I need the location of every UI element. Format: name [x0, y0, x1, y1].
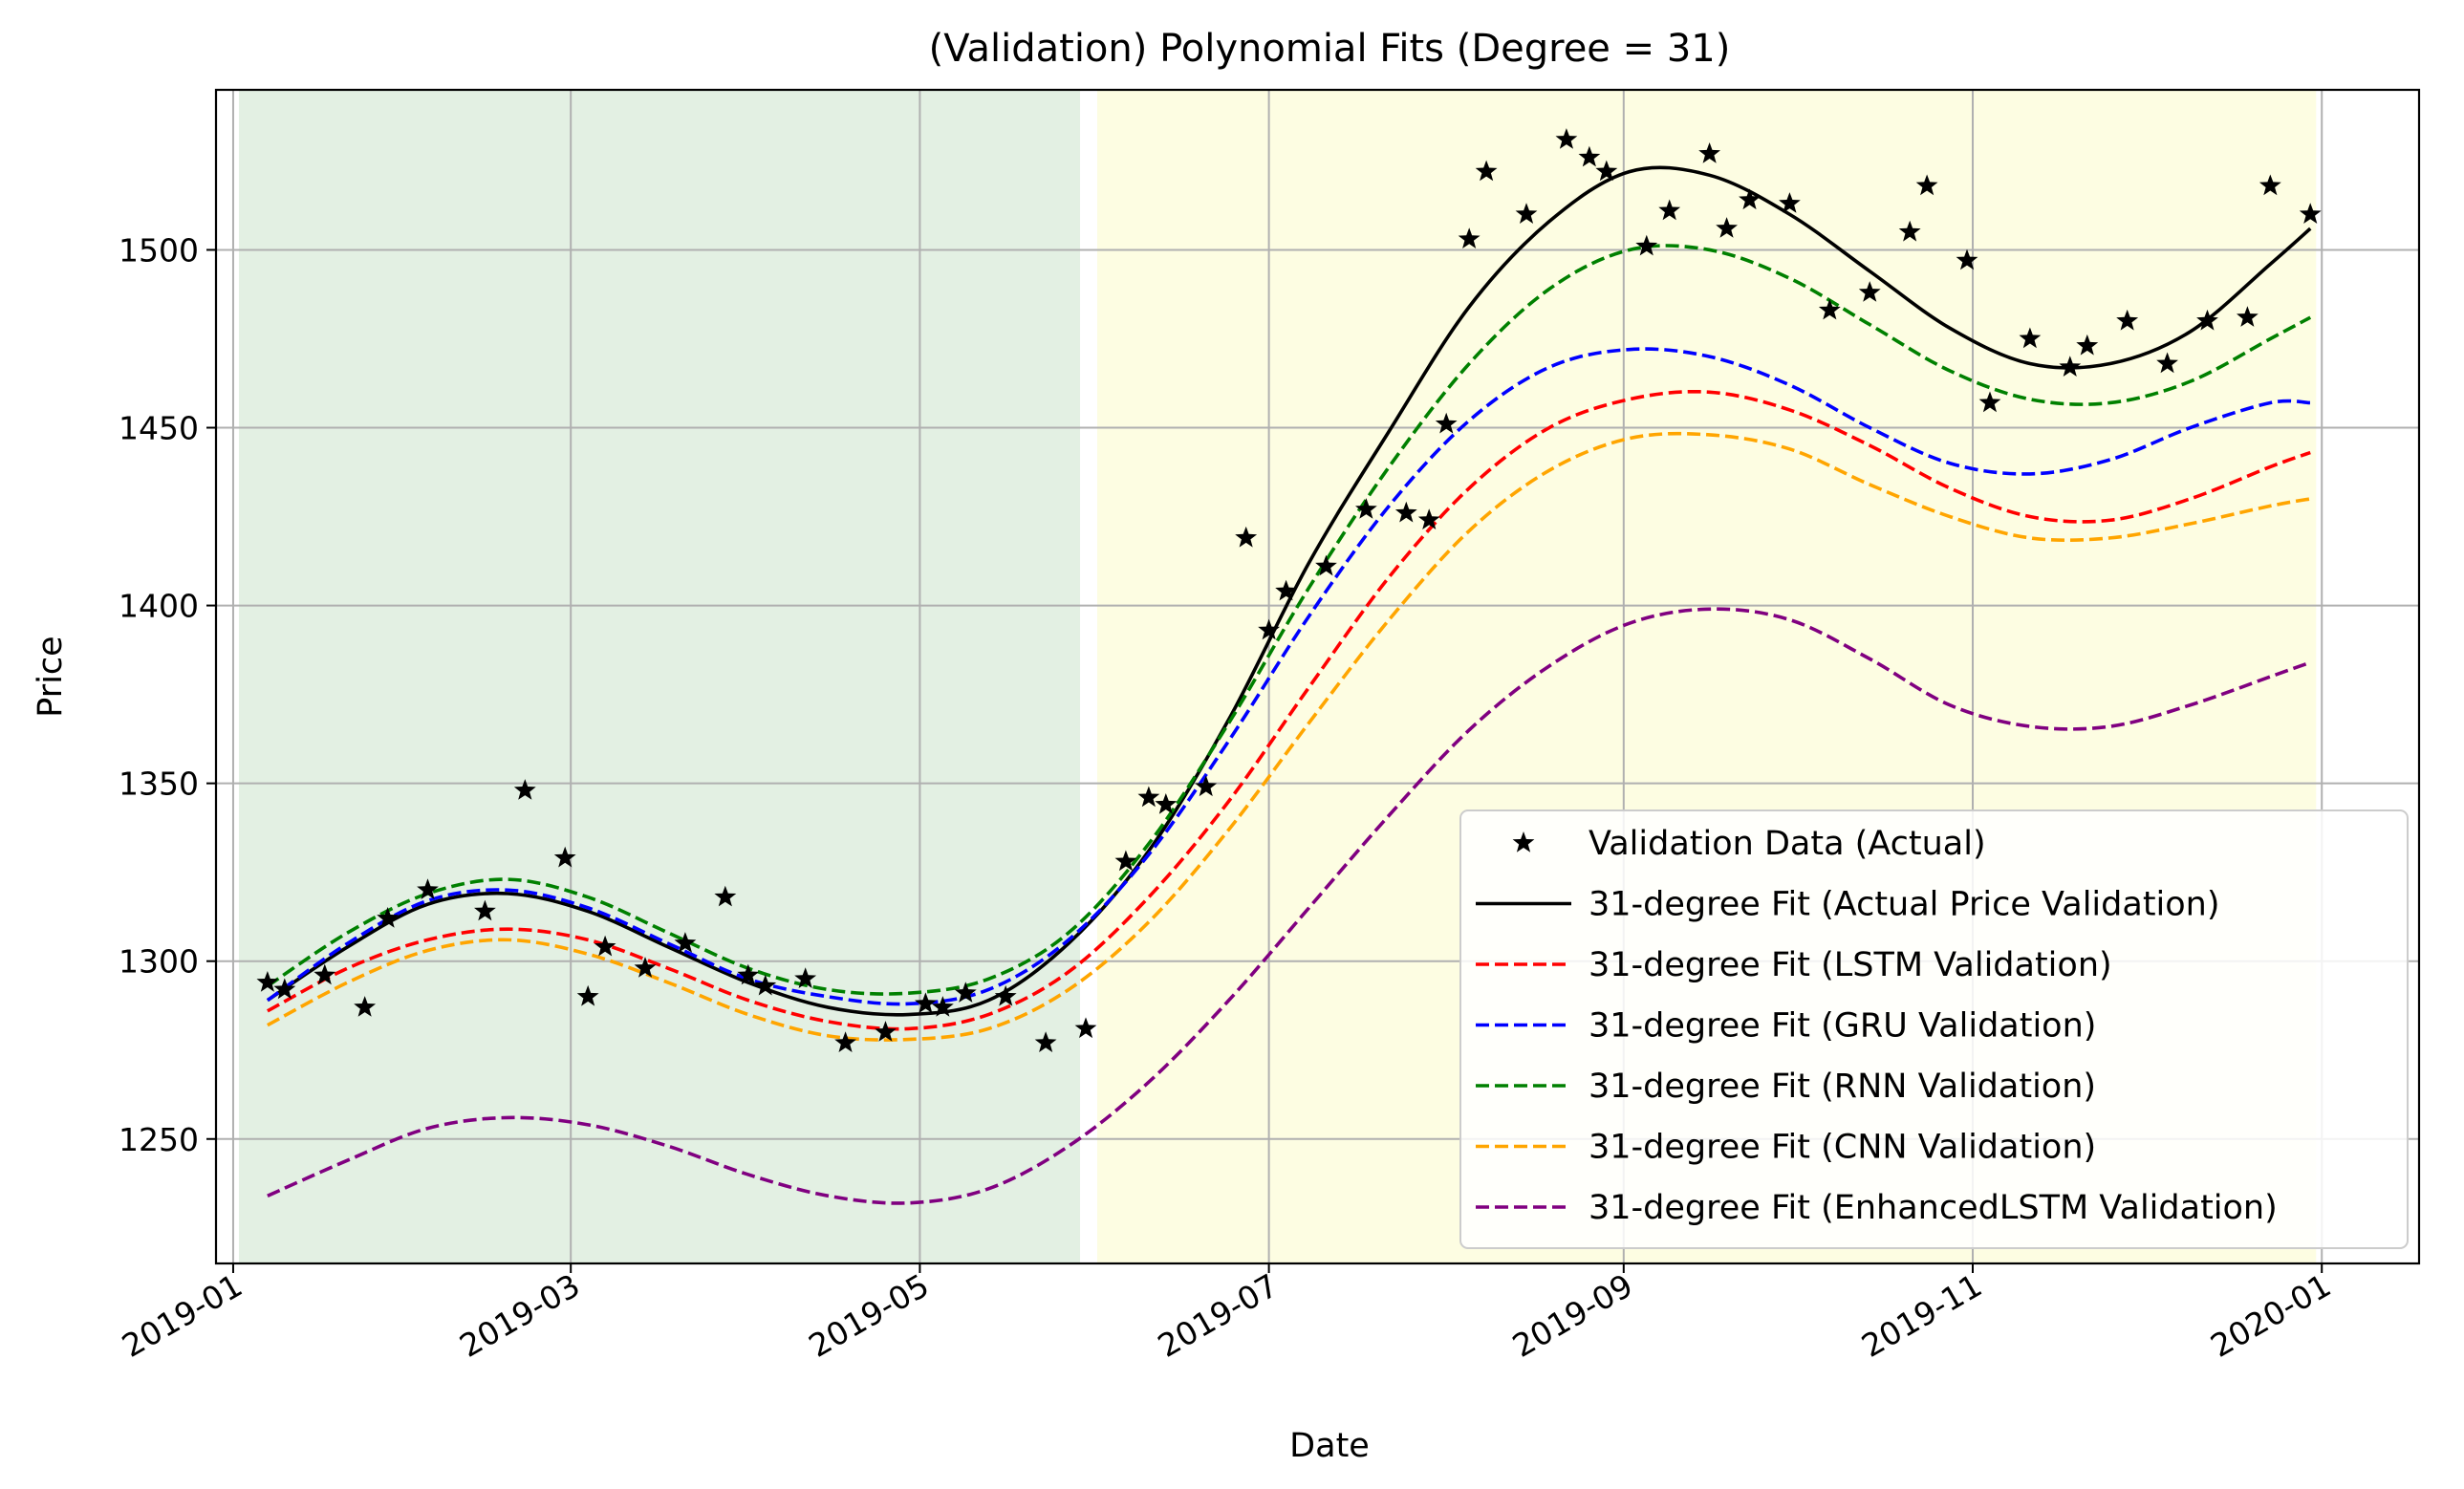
- scatter-point: [256, 971, 279, 992]
- scatter-point: [2019, 327, 2042, 349]
- scatter-point: [377, 907, 399, 928]
- y-tick-label: 1400: [119, 588, 199, 625]
- scatter-point: [1555, 128, 1578, 149]
- scatter-point: [1235, 526, 1258, 548]
- y-axis-ticks: 1250 1300 1350 1400 1450 1500: [119, 231, 216, 1158]
- scatter-point: [474, 899, 496, 921]
- legend-entry-label: Validation Data (Actual): [1589, 825, 1986, 863]
- scatter-point: [2237, 306, 2259, 327]
- scatter-point: [754, 974, 777, 996]
- legend-marker-scatter: [1512, 831, 1535, 852]
- scatter-point: [553, 846, 576, 868]
- scatter-point: [1074, 1017, 1097, 1039]
- series-line-3: [266, 244, 2312, 996]
- scatter-point: [834, 1031, 856, 1052]
- legend: Validation Data (Actual) 31-degree Fit (A…: [1459, 809, 2409, 1249]
- y-tick-label: 1250: [119, 1121, 199, 1158]
- scatter-point: [714, 885, 737, 907]
- scatter-point: [994, 984, 1017, 1006]
- scatter-point: [2196, 309, 2218, 331]
- scatter-point: [1034, 1031, 1057, 1052]
- legend-entry-label: 31-degree Fit (EnhancedLSTM Validation): [1589, 1189, 2278, 1227]
- scatter-point: [417, 878, 439, 899]
- scatter-point: [1595, 160, 1618, 182]
- scatter-point: [594, 935, 616, 957]
- scatter-point: [915, 992, 937, 1014]
- y-tick-label: 1500: [119, 231, 199, 269]
- scatter-point: [2116, 309, 2139, 331]
- y-axis-label: Price: [32, 636, 70, 717]
- scatter-point: [313, 963, 336, 985]
- scatter-point: [1978, 391, 2001, 413]
- scatter-point: [1635, 234, 1658, 256]
- scatter-point: [2259, 174, 2281, 196]
- series-line-2: [266, 347, 2311, 1006]
- scatter-points: [256, 128, 2322, 1052]
- scatter-point: [1155, 793, 1178, 814]
- scatter-point: [1898, 220, 1921, 242]
- scatter-point: [1417, 508, 1440, 529]
- scatter-point: [931, 996, 954, 1017]
- scatter-point: [1137, 786, 1160, 808]
- chart-title: (Validation) Polynomial Fits (Degree = 3…: [929, 27, 1731, 71]
- legend-entry-label: 31-degree Fit (CNN Validation): [1589, 1129, 2096, 1167]
- plot-frame: [214, 88, 2421, 1265]
- scatter-point: [1195, 775, 1218, 797]
- series-lines: [266, 165, 2312, 1205]
- scatter-point: [1315, 554, 1337, 576]
- scatter-point: [1818, 298, 1841, 320]
- scatter-point: [1435, 412, 1458, 434]
- series-line-5: [267, 607, 2311, 1205]
- scatter-point: [1355, 498, 1377, 519]
- scatter-point: [1956, 248, 1978, 270]
- y-tick-label: 1300: [119, 943, 199, 981]
- scatter-point: [1515, 203, 1538, 224]
- scatter-point: [1716, 217, 1738, 238]
- legend-entry-label: 31-degree Fit (GRU Validation): [1589, 1007, 2096, 1046]
- series-line-0: [266, 165, 2312, 1017]
- scatter-point: [1275, 579, 1297, 601]
- x-axis-label: Date: [1289, 1427, 1370, 1465]
- scatter-point: [1658, 199, 1681, 221]
- series-line-4: [267, 431, 2311, 1042]
- scatter-point: [634, 957, 657, 978]
- scatter-point: [2059, 356, 2082, 377]
- scatter-point: [273, 978, 296, 1000]
- scatter-point: [1915, 174, 1938, 196]
- scatter-point: [513, 779, 536, 800]
- scatter-point: [1698, 142, 1720, 163]
- scatter-point: [794, 967, 817, 988]
- scatter-point: [1114, 850, 1137, 872]
- y-tick-label: 1350: [119, 766, 199, 803]
- legend-entry-label: 31-degree Fit (Actual Price Validation): [1589, 886, 2220, 924]
- scatter-point: [954, 982, 977, 1003]
- scatter-point: [1578, 145, 1601, 167]
- scatter-point: [1739, 188, 1761, 210]
- scatter-point: [737, 963, 760, 985]
- scatter-point: [1858, 281, 1881, 302]
- legend-entry-label: 31-degree Fit (LSTM Validation): [1589, 946, 2112, 984]
- scatter-point: [2076, 334, 2099, 356]
- scatter-point: [674, 932, 697, 953]
- scatter-point: [2299, 203, 2322, 224]
- y-tick-label: 1450: [119, 410, 199, 447]
- series-line-1: [267, 389, 2311, 1031]
- scatter-point: [1394, 501, 1417, 523]
- legend-entry-label: 31-degree Fit (RNN Validation): [1589, 1068, 2096, 1106]
- scatter-point: [1475, 160, 1498, 182]
- scatter-point: [354, 996, 377, 1017]
- scatter-point: [1258, 618, 1280, 640]
- legend-box: [1459, 809, 2409, 1249]
- scatter-point: [576, 984, 599, 1006]
- scatter-point: [875, 1021, 897, 1042]
- scatter-point: [1458, 227, 1481, 248]
- shaded-region-0: [238, 90, 1081, 1263]
- scatter-point: [2156, 352, 2178, 374]
- scatter-point: [1779, 192, 1801, 213]
